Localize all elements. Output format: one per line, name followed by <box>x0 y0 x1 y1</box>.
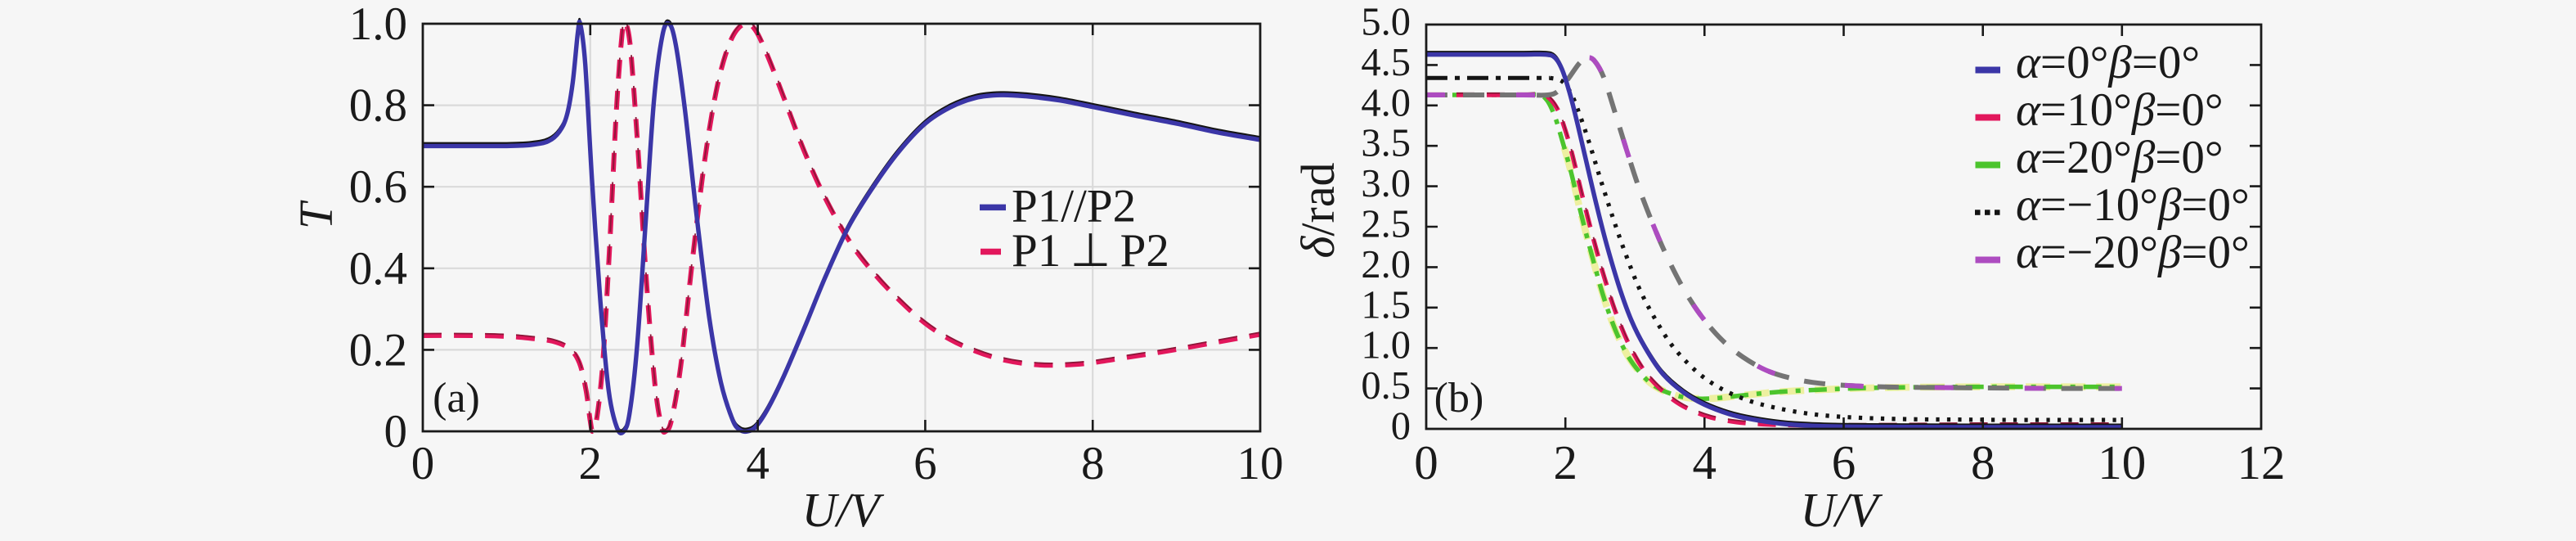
svg-text:3.0: 3.0 <box>1361 162 1411 205</box>
svg-text:12: 12 <box>2237 435 2286 489</box>
svg-text:4.0: 4.0 <box>1361 81 1411 124</box>
svg-text:10: 10 <box>1237 438 1284 489</box>
svg-text:P1//P2: P1//P2 <box>1012 181 1136 232</box>
svg-text:T: T <box>289 200 343 229</box>
svg-text:α=0°β=0°: α=0°β=0° <box>2016 37 2200 88</box>
svg-text:0.8: 0.8 <box>349 80 407 132</box>
svg-text:0.6: 0.6 <box>349 161 407 213</box>
svg-text:0: 0 <box>1391 405 1411 449</box>
svg-text:0.2: 0.2 <box>349 324 407 376</box>
svg-text:1.5: 1.5 <box>1361 283 1411 327</box>
svg-text:1.0: 1.0 <box>1361 324 1411 367</box>
svg-text:U/V: U/V <box>801 483 884 537</box>
svg-text:3.5: 3.5 <box>1361 122 1411 165</box>
svg-text:α=20°β=0°: α=20°β=0° <box>2016 132 2224 183</box>
svg-text:U/V: U/V <box>1800 483 1883 537</box>
svg-text:4: 4 <box>1693 435 1717 489</box>
svg-text:(a): (a) <box>433 375 480 422</box>
svg-text:δ/rad: δ/rad <box>1291 162 1344 258</box>
svg-text:6: 6 <box>1832 435 1856 489</box>
svg-text:2: 2 <box>579 438 603 489</box>
svg-text:2.0: 2.0 <box>1361 243 1411 286</box>
svg-text:8: 8 <box>1971 435 1995 489</box>
svg-text:0: 0 <box>1414 435 1438 489</box>
svg-text:0.5: 0.5 <box>1361 364 1411 408</box>
svg-text:5.0: 5.0 <box>1361 1 1411 44</box>
svg-text:6: 6 <box>913 438 937 489</box>
svg-text:α=10°β=0°: α=10°β=0° <box>2016 84 2224 136</box>
svg-text:(b): (b) <box>1434 375 1484 422</box>
svg-text:0: 0 <box>411 438 435 489</box>
svg-text:P1 ⊥ P2: P1 ⊥ P2 <box>1012 225 1169 277</box>
svg-text:4.5: 4.5 <box>1361 41 1411 84</box>
svg-text:1.0: 1.0 <box>349 0 407 50</box>
svg-text:4: 4 <box>746 438 770 489</box>
svg-text:8: 8 <box>1081 438 1105 489</box>
svg-text:0.4: 0.4 <box>349 243 407 295</box>
svg-text:α=−10°β=0°: α=−10°β=0° <box>2016 179 2250 231</box>
svg-text:0: 0 <box>384 406 408 458</box>
svg-text:α=−20°β=0°: α=−20°β=0° <box>2016 227 2250 278</box>
svg-text:2: 2 <box>1553 435 1577 489</box>
svg-text:10: 10 <box>2098 435 2146 489</box>
svg-text:2.5: 2.5 <box>1361 203 1411 246</box>
